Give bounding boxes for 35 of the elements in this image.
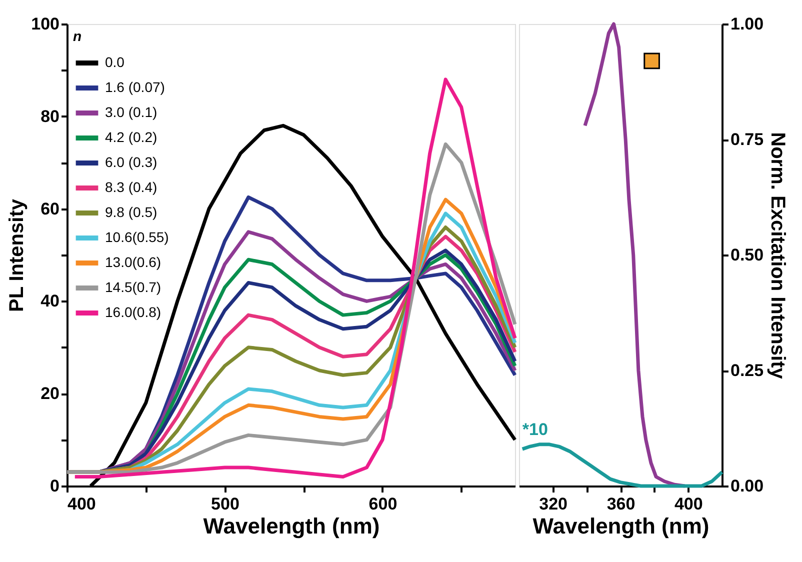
annotation: *10 [522,420,548,440]
y2-tick-label: 0.00 [730,476,764,496]
y-axis-title: PL Intensity [6,198,28,312]
x-tick-label: 400 [68,494,96,514]
x-tick-label: 400 [674,494,703,514]
legend-title: n [73,28,82,44]
x-axis-title: Wavelength (nm) [203,514,380,538]
legend-label: 16.0(0.8) [105,304,162,320]
y-tick-label: 100 [31,14,60,34]
legend-label: 0.0 [105,54,125,70]
y2-tick-label: 0.25 [730,361,764,380]
x-tick-label: 500 [211,494,240,514]
legend-label: 14.5(0.7) [105,279,162,295]
legend-label: 4.2 (0.2) [105,129,158,145]
legend-label: 8.3 (0.4) [105,179,158,195]
y2-axis-title: Norm. Excitation Intensity [766,132,789,380]
legend-label: 1.6 (0.07) [105,79,165,95]
y-tick-label: 40 [40,292,60,311]
legend-label: 3.0 (0.1) [105,104,158,120]
line-series [73,78,517,479]
y-tick-label: 60 [40,199,60,218]
y-tick-label: 20 [40,384,60,404]
y-tick-label: 0 [50,476,60,496]
legend-label: 9.8 (0.5) [105,204,158,220]
y2-tick-label: 0.50 [730,246,764,264]
legend-label: 10.6(0.55) [105,229,169,245]
legend-label: 6.0 (0.3) [105,154,158,170]
y2-tick-label: 1.00 [730,14,764,34]
y2-tick-label: 0.75 [730,130,764,149]
x-tick-label: 360 [606,494,636,514]
x-tick-label: 320 [539,494,568,514]
x-tick-label: 600 [368,494,398,514]
x-axis-title: Wavelength (nm) [532,514,710,538]
legend-label: 13.0(0.6) [105,254,162,270]
y-tick-label: 80 [40,106,60,126]
